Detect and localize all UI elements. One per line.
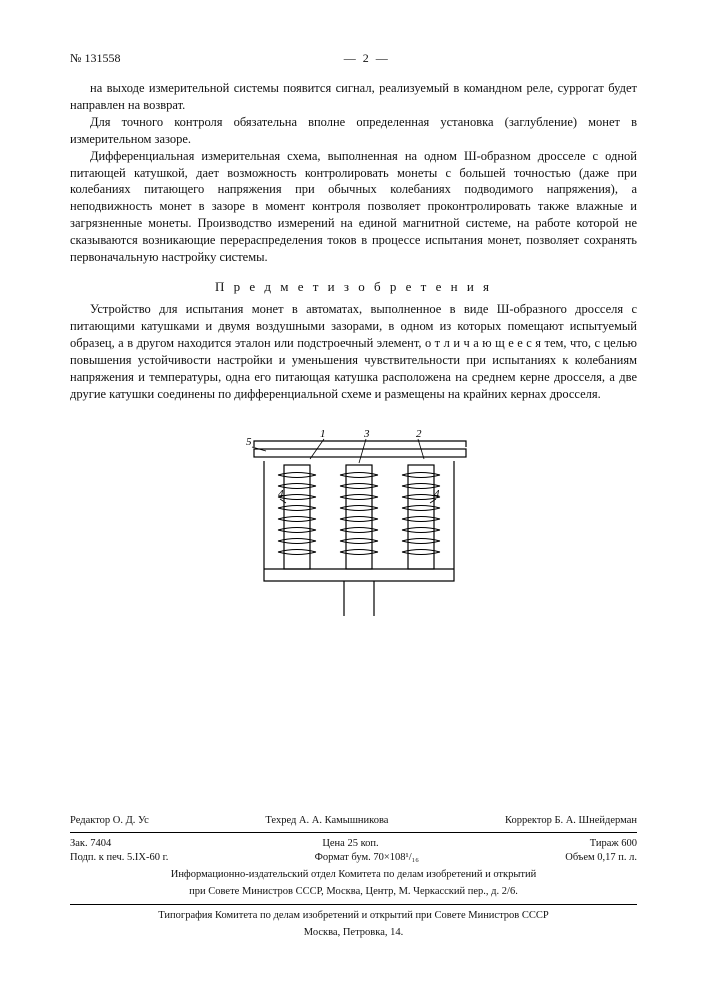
svg-text:2: 2 xyxy=(416,428,422,440)
footer-typography-1: Типография Комитета по делам изобретений… xyxy=(70,909,637,923)
footer-rule-2 xyxy=(70,904,637,905)
doc-number: № 131558 xyxy=(70,50,120,66)
footer-editor: Редактор О. Д. Ус xyxy=(70,814,149,828)
paragraph-1: на выходе измерительной системы появится… xyxy=(70,80,637,114)
footer-format: Формат бум. 70×108¹/₁₆ xyxy=(315,851,419,865)
footer-address-2: при Совете Министров СССР, Москва, Центр… xyxy=(70,885,637,899)
header-spacer xyxy=(613,50,637,66)
paragraph-3: Дифференциальная измерительная схема, вы… xyxy=(70,148,637,266)
footer-tech: Техред А. А. Камышникова xyxy=(265,814,388,828)
footer-address-1: Информационно-издательский отдел Комитет… xyxy=(70,868,637,882)
paragraph-4: Устройство для испытания монет в автомат… xyxy=(70,301,637,402)
footer: Редактор О. Д. Ус Техред А. А. Камышнико… xyxy=(70,814,637,940)
svg-text:4: 4 xyxy=(434,488,440,500)
header-row: № 131558 — 2 — xyxy=(70,50,637,66)
footer-row-meta-a: Зак. 7404 Цена 25 коп. Тираж 600 xyxy=(70,837,637,851)
svg-text:1: 1 xyxy=(320,428,326,440)
paragraph-2: Для точного контроля обязательна вполне … xyxy=(70,114,637,148)
page: № 131558 — 2 — на выходе измерительной с… xyxy=(0,0,707,1000)
footer-row-meta-b: Подп. к печ. 5.IX-60 г. Формат бум. 70×1… xyxy=(70,851,637,865)
footer-rule-1 xyxy=(70,832,637,833)
footer-price: Цена 25 коп. xyxy=(322,837,378,851)
footer-row-credits: Редактор О. Д. Ус Техред А. А. Камышнико… xyxy=(70,814,637,828)
footer-podp: Подп. к печ. 5.IX-60 г. xyxy=(70,851,168,865)
page-number: — 2 — xyxy=(344,50,390,66)
svg-text:4: 4 xyxy=(278,488,284,500)
footer-volume: Объем 0,17 п. л. xyxy=(565,851,637,865)
svg-text:3: 3 xyxy=(363,428,370,440)
section-title: П р е д м е т и з о б р е т е н и я xyxy=(70,278,637,296)
figure-diagram: 1 2 3 4 4 5 xyxy=(224,421,484,621)
footer-corrector: Корректор Б. А. Шнейдерман xyxy=(505,814,637,828)
footer-tirazh: Тираж 600 xyxy=(590,837,637,851)
svg-text:5: 5 xyxy=(246,436,252,448)
footer-typography-2: Москва, Петровка, 14. xyxy=(70,926,637,940)
footer-zakaz: Зак. 7404 xyxy=(70,837,111,851)
